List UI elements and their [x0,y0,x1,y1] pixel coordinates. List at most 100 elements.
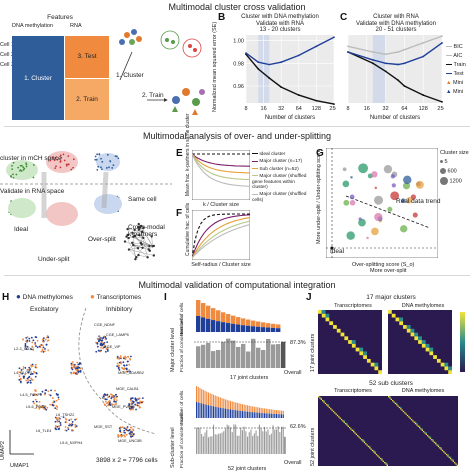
data-point [280,61,283,64]
cell-dot [136,397,139,400]
sub-level-label: Sub-cluster level [170,427,176,468]
cell-dot [19,164,22,167]
cell-dot [132,434,135,437]
heatmap-cell [385,461,387,464]
cell-dot [100,349,102,352]
count-bar-dna [282,414,284,418]
graph-node [142,226,145,229]
cell-dot [96,153,99,156]
cell-dot [65,421,68,424]
count-bar-dna [221,322,226,332]
cell-dot [31,345,34,348]
x-tick-label: 128 [419,106,428,112]
cell-dot [57,428,60,431]
heatmap-diagonal-cell [362,440,364,442]
count-bar-rna [214,395,216,407]
heatmap-diagonal-cell [347,425,349,427]
cell-dot [38,406,41,409]
cluster-label: L5-6_PDE4 [26,405,46,409]
cell-dot [120,366,123,369]
cell-dot [104,400,107,403]
plot-frame [192,150,250,200]
cell-dot [11,165,13,167]
cell-dot [31,365,34,367]
cell-dot [109,160,112,163]
cell-dot [39,344,42,347]
major-clusters-title: 17 major clusters [366,294,416,301]
cell-dot [44,338,47,341]
cell-dot [76,361,79,364]
heatmap-cell [362,439,364,441]
data-point [371,59,374,61]
cell-dot [10,175,12,178]
heatmap-diagonal-cell [320,398,323,401]
count-bar-rna [276,324,281,329]
count-bar-rna [221,312,226,323]
cell-dot [72,158,75,161]
cell-dot [96,337,99,340]
frac-consistent-label-major: Fraction of consistent cells [180,315,185,372]
heatmap-cell [418,336,422,341]
heatmap-diagonal-cell [418,340,422,344]
data-point [422,42,425,44]
data-point [268,77,271,79]
heatmap-diagonal-cell [416,424,418,426]
heatmap-diagonal-cell [379,457,382,460]
fraction-bar [201,434,203,454]
cell-dot [117,435,120,438]
count-bar-dna [236,410,238,418]
cell-dot [30,348,33,351]
cell-dot [136,404,139,407]
graph-node [131,231,134,234]
heatmap-cell [452,459,454,461]
y-tick-label: 0.96 [233,84,244,90]
heatmap-diagonal-cell [440,362,445,367]
heatmap-cell [447,453,449,456]
heatmap-cell [448,366,452,371]
cell-dot [31,363,34,366]
heatmap-diagonal-cell [397,405,399,407]
count-bar-dna [251,326,256,332]
graph-node [137,253,140,257]
under-split-label: Under-split [38,256,70,263]
graph-node [127,236,130,240]
cell-dot [117,433,120,436]
graph-node [152,254,156,257]
count-bar-rna [235,402,237,411]
count-bar-dna [275,414,277,418]
graph-node [137,222,140,226]
count-bar-rna [266,323,271,328]
cell-dot [65,418,68,421]
count-bar-dna [211,405,213,418]
cell-dot [74,423,77,426]
count-bar-rna [204,390,206,405]
cell-dot [63,159,66,162]
count-bar-dna [248,411,250,418]
data-point [384,70,387,73]
cell-dot [42,350,45,353]
section-title-integration: Multimodal validation of computational i… [138,280,336,290]
count-bar-rna [260,407,262,413]
count-bar-dna [221,408,223,418]
cell-dot [105,348,108,350]
panel-b-ylabel: Normalized mean squared error (SE) [212,21,218,112]
count-bar-rna [213,394,215,407]
cell-dot [125,433,128,436]
heatmap-cell [386,463,388,465]
x-axis-label: Number of clusters [370,115,420,121]
cell-dot [130,355,132,358]
cell-dot [54,420,57,423]
heatmap-diagonal-cell [328,406,331,409]
dot-icon: ● [16,292,21,301]
heatmap-diagonal-cell [336,414,339,417]
fraction-bar [248,432,250,454]
count-bar-dna [202,403,204,418]
heatmap-cell [325,313,330,318]
cluster-bubble [374,195,384,205]
cluster-label: CGE_VIP [104,345,121,349]
cell-dot [132,408,134,411]
heatmap-diagonal-cell [395,317,400,322]
fraction-bar [231,340,236,368]
cell-dot [44,348,46,350]
heatmap-cell [425,343,430,348]
